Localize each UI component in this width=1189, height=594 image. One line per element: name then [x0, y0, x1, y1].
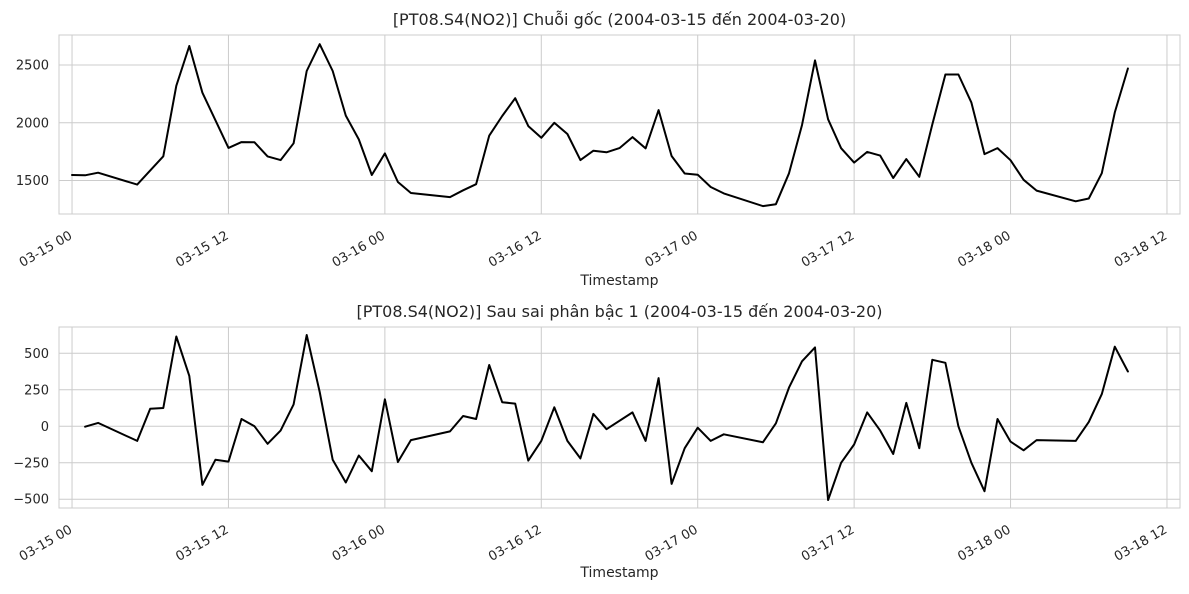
x-tick-label: 03-16 00 — [330, 522, 388, 564]
x-tick-label: 03-18 00 — [955, 228, 1013, 270]
y-tick-label: −250 — [13, 456, 49, 471]
x-tick-label: 03-16 12 — [486, 522, 544, 564]
plot-frame — [58, 34, 1181, 215]
x-tick-label: 03-16 00 — [330, 228, 388, 270]
chart-title: [PT08.S4(NO2)] Chuỗi gốc (2004-03-15 đến… — [393, 10, 846, 29]
x-tick-label: 03-18 12 — [1112, 228, 1170, 270]
y-tick-label: 0 — [41, 420, 49, 435]
y-tick-label: 500 — [24, 347, 49, 362]
y-tick-label: 250 — [24, 383, 49, 398]
x-tick-label: 03-15 12 — [173, 522, 231, 564]
x-tick-label: 03-16 12 — [486, 228, 544, 270]
x-tick-label: 03-18 00 — [955, 522, 1013, 564]
x-tick-label: 03-15 12 — [173, 228, 231, 270]
x-tick-label: 03-17 12 — [799, 228, 857, 270]
y-tick-label: 1500 — [16, 174, 49, 189]
x-axis-label: Timestamp — [579, 565, 658, 581]
x-axis-label: Timestamp — [579, 273, 658, 289]
y-tick-label: 2500 — [16, 59, 49, 74]
plot-frame — [58, 326, 1181, 509]
y-tick-label: 2000 — [16, 116, 49, 131]
x-tick-label: 03-17 00 — [643, 228, 701, 270]
x-tick-label: 03-15 00 — [17, 522, 75, 564]
x-tick-label: 03-17 00 — [643, 522, 701, 564]
x-tick-label: 03-18 12 — [1112, 522, 1170, 564]
chart-title: [PT08.S4(NO2)] Sau sai phân bậc 1 (2004-… — [356, 302, 882, 321]
y-tick-label: −500 — [13, 493, 49, 508]
series-line — [84, 334, 1129, 501]
x-tick-label: 03-15 00 — [17, 228, 75, 270]
x-tick-label: 03-17 12 — [799, 522, 857, 564]
series-line — [71, 43, 1129, 208]
